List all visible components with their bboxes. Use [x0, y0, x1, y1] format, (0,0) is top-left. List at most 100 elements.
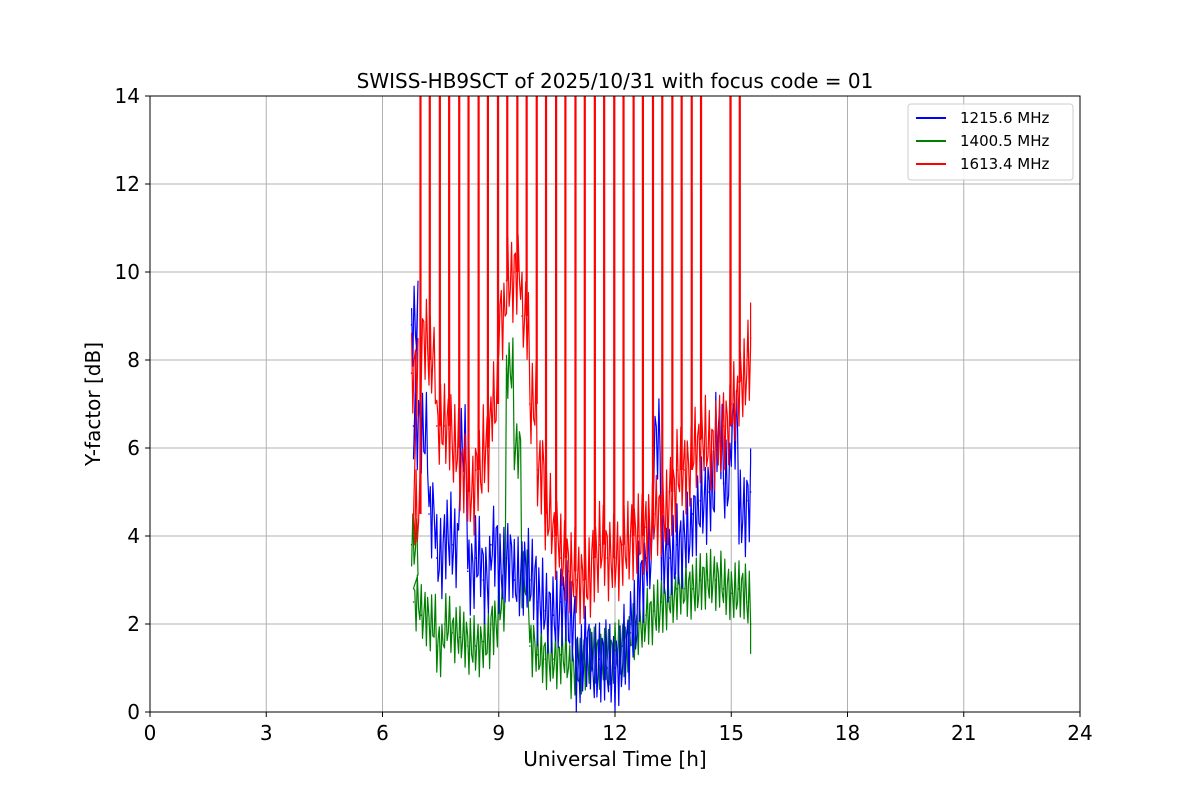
data-point	[410, 544, 413, 546]
data-point	[575, 579, 578, 581]
x-tick-label: 15	[719, 721, 744, 745]
data-point	[428, 623, 430, 625]
data-point	[676, 588, 678, 590]
data-point	[629, 623, 632, 625]
data-point	[559, 654, 562, 656]
data-point	[482, 447, 485, 449]
data-point	[466, 645, 469, 647]
data-point	[536, 601, 539, 603]
data-point	[668, 491, 671, 493]
data-point	[629, 535, 632, 537]
data-point	[621, 645, 624, 647]
data-point	[536, 654, 539, 656]
data-point	[668, 596, 671, 599]
data-point	[513, 271, 516, 273]
x-tick-label: 18	[835, 721, 860, 745]
data-point	[598, 544, 601, 546]
data-point	[722, 482, 725, 485]
data-point	[590, 557, 593, 559]
data-point	[513, 447, 516, 449]
data-point	[683, 588, 686, 590]
legend-box	[907, 103, 1074, 181]
data-point	[528, 403, 531, 405]
series-layer	[410, 96, 752, 713]
data-point	[676, 469, 678, 471]
data-point	[552, 658, 554, 660]
data-point	[528, 645, 531, 647]
data-point	[536, 469, 539, 471]
data-point	[614, 667, 616, 669]
data-point	[544, 610, 547, 612]
data-point	[451, 447, 454, 449]
data-point	[699, 579, 702, 581]
data-point	[590, 667, 593, 669]
data-point	[513, 579, 516, 581]
data-point	[490, 544, 492, 546]
data-point	[559, 557, 562, 559]
data-point	[443, 535, 446, 537]
spike-group	[419, 96, 741, 580]
legend-label: 1400.5 MHz	[960, 132, 1049, 150]
data-point	[749, 623, 752, 625]
data-point	[521, 570, 523, 572]
x-tick-label: 12	[602, 721, 627, 745]
data-point	[745, 601, 748, 603]
data-point	[660, 601, 663, 603]
data-point	[420, 614, 423, 616]
data-point	[435, 425, 438, 427]
y-tick-label: 8	[127, 348, 140, 372]
data-point	[652, 610, 655, 612]
data-point	[490, 623, 492, 625]
data-point	[552, 614, 554, 616]
y-tick-label: 10	[115, 260, 140, 284]
data-point	[738, 513, 740, 515]
data-point	[567, 623, 570, 625]
data-point	[645, 557, 647, 559]
y-tick-label: 0	[127, 700, 140, 724]
data-point	[567, 667, 570, 669]
data-point	[645, 526, 647, 528]
data-point	[575, 667, 578, 669]
data-point	[497, 570, 500, 572]
data-point	[466, 570, 469, 572]
data-point	[482, 640, 485, 643]
data-point	[459, 469, 461, 471]
data-point	[714, 438, 717, 441]
data-point	[459, 636, 461, 638]
data-point	[749, 337, 752, 339]
data-point	[474, 469, 477, 471]
data-point	[528, 579, 531, 581]
data-point	[637, 623, 640, 625]
data-point	[707, 491, 709, 493]
data-point	[505, 557, 508, 559]
data-point	[559, 601, 562, 603]
x-tick-label: 9	[492, 721, 505, 745]
data-point	[722, 588, 725, 590]
y-tick-label: 12	[115, 172, 140, 196]
data-point	[637, 535, 640, 537]
data-point	[505, 368, 508, 370]
data-point	[676, 544, 678, 546]
chart-title: SWISS-HB9SCT of 2025/10/31 with focus co…	[357, 69, 874, 93]
data-point	[443, 623, 446, 625]
data-point	[451, 544, 454, 546]
legend-label: 1215.6 MHz	[960, 109, 1049, 127]
data-point	[474, 557, 477, 559]
data-point	[544, 658, 547, 660]
y-tick-label: 6	[127, 436, 140, 460]
x-tick-label: 21	[951, 721, 976, 745]
data-point	[412, 425, 415, 427]
data-point	[637, 579, 640, 581]
x-tick-label: 0	[144, 721, 157, 745]
data-point	[691, 588, 694, 590]
data-point	[482, 579, 485, 581]
data-point	[722, 425, 725, 427]
x-tick-label: 3	[260, 721, 273, 745]
data-point	[645, 614, 647, 616]
data-point	[691, 513, 694, 515]
y-tick-label: 4	[127, 524, 140, 548]
y-axis-title: Y-factor [dB]	[81, 342, 105, 467]
data-point	[474, 645, 477, 647]
data-point	[714, 579, 717, 581]
